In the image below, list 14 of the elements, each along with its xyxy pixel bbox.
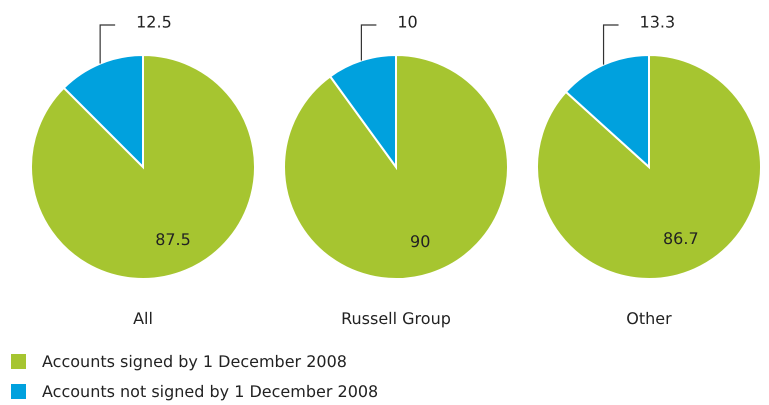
text: All xyxy=(132,309,154,328)
data-label: 13.3 xyxy=(640,12,676,32)
data-label: 10 xyxy=(397,12,418,32)
text: Russell Group xyxy=(340,309,452,328)
pie-slice xyxy=(536,54,762,280)
data-label: 87.5 xyxy=(155,230,191,249)
legend-label: Accounts not signed by 1 December 2008 xyxy=(42,382,378,400)
data-label: 12.5 xyxy=(136,12,172,32)
pie-slice xyxy=(30,54,256,280)
text: Other xyxy=(625,309,673,328)
data-label: 90 xyxy=(410,232,430,252)
data-label: 86.7 xyxy=(663,229,699,248)
pie-slice xyxy=(283,54,509,280)
legend-label: Accounts signed by 1 December 2008 xyxy=(42,352,347,370)
